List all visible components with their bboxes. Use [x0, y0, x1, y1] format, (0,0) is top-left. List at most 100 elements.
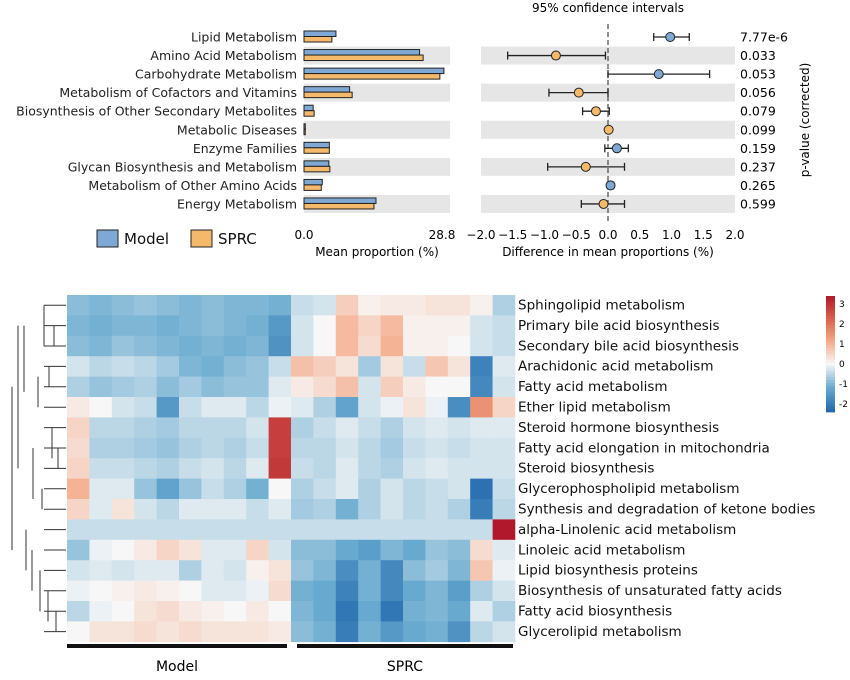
heatmap-row-label: Biosynthesis of unsaturated fatty acids: [518, 583, 782, 599]
heatmap-cell: [335, 356, 359, 377]
heatmap-cell: [268, 478, 292, 500]
heatmap-cell: [335, 458, 359, 479]
heatmap-cell: [380, 499, 404, 520]
heatmap-cell: [335, 560, 359, 581]
heatmap-cell: [291, 417, 314, 439]
x-axis-label: Mean proportion (%): [315, 245, 439, 259]
heatmap-cell: [201, 499, 225, 520]
heatmap-cell: [179, 519, 202, 541]
heatmap-cell: [156, 478, 180, 500]
heatmap-cell: [313, 315, 337, 337]
heatmap-cell: [447, 580, 471, 602]
heatmap-cell: [179, 335, 202, 357]
heatmap-cell: [111, 315, 135, 337]
x-tick-label: 2.0: [725, 228, 744, 242]
colorbar-segment: [826, 374, 835, 378]
heatmap-cell: [201, 356, 225, 377]
heatmap-cell: [67, 397, 90, 418]
heatmap-cell: [268, 295, 292, 316]
heatmap-cell: [268, 356, 292, 377]
heatmap-cell: [67, 315, 90, 337]
heatmap-cell: [358, 376, 381, 398]
heatmap-cell: [313, 478, 337, 500]
legend-swatch-model: [96, 229, 119, 248]
heatmap-cell: [403, 580, 426, 602]
colorbar-segment: [826, 371, 835, 375]
heatmap-cell: [291, 621, 314, 643]
colorbar-segment: [826, 301, 835, 306]
heatmap-cell: [447, 621, 471, 643]
heatmap-cell: [291, 601, 314, 622]
heatmap-cell: [425, 560, 449, 581]
heatmap-cell: [380, 478, 404, 500]
heatmap-cell: [156, 580, 180, 602]
heatmap-cell: [67, 478, 90, 500]
heatmap-cell: [425, 295, 449, 316]
heatmap-cell: [492, 356, 516, 377]
heatmap-cell: [134, 519, 157, 541]
heatmap-cell: [89, 539, 113, 561]
heatmap-cell: [134, 356, 157, 377]
heatmap-cell: [201, 315, 225, 337]
heatmap-cell: [403, 376, 426, 398]
heatmap-cell: [358, 478, 381, 500]
heatmap-cell: [403, 519, 426, 541]
heatmap-cell: [134, 315, 157, 337]
y-axis-label: p-value (corrected): [798, 63, 812, 178]
heatmap-cell: [67, 376, 90, 398]
bar-sprc: [303, 147, 330, 154]
colorbar-tick-label: 3: [839, 300, 845, 310]
heatmap-cell: [380, 601, 404, 622]
p-value-label: 0.599: [740, 196, 776, 211]
heatmap-cell: [380, 397, 404, 418]
heatmap-cell: [246, 499, 269, 520]
ci-point: [605, 180, 616, 191]
heatmap-cell: [67, 601, 90, 622]
heatmap-cell: [268, 580, 292, 602]
heatmap-cell: [358, 417, 381, 439]
heatmap-cell: [291, 519, 314, 541]
heatmap-cell: [156, 621, 180, 643]
heatmap-cell: [156, 417, 180, 439]
heatmap-cell: [403, 539, 426, 561]
heatmap-cell: [134, 580, 157, 602]
heatmap-cell: [67, 539, 90, 561]
heatmap-cell: [403, 458, 426, 479]
heatmap-row-label: Arachidonic acid metabolism: [518, 359, 713, 375]
heatmap-cell: [134, 397, 157, 418]
category-label: Biosynthesis of Other Secondary Metaboli…: [16, 104, 297, 119]
bar-model: [303, 86, 351, 93]
ci-point: [653, 69, 664, 80]
heatmap-cell: [425, 397, 449, 418]
heatmap-cell: [89, 356, 113, 377]
heatmap-cell: [201, 478, 225, 500]
category-label: Metabolism of Other Amino Acids: [88, 178, 297, 193]
heatmap-cell: [335, 580, 359, 602]
heatmap-cell: [492, 478, 516, 500]
heatmap-cell: [268, 539, 292, 561]
heatmap-row-label: Glycerophospholipid metabolism: [518, 481, 739, 497]
heatmap-cell: [403, 356, 426, 377]
bar-sprc: [303, 91, 353, 99]
heatmap-row-label: Lipid biosynthesis proteins: [518, 563, 698, 579]
colorbar-segment: [826, 368, 835, 372]
bar-sprc: [303, 36, 333, 43]
heatmap-cell: [335, 499, 359, 520]
colorbar-segment: [826, 339, 835, 343]
category-label: Metabolic Diseases: [177, 122, 297, 137]
heatmap-cell: [223, 356, 247, 377]
colorbar-segment: [826, 336, 835, 340]
heatmap-cell: [358, 315, 381, 337]
heatmap-cell: [223, 417, 247, 439]
heatmap-cell: [246, 315, 269, 337]
heatmap-cell: [246, 335, 269, 357]
heatmap-cell: [201, 417, 225, 439]
heatmap-cell: [425, 519, 449, 541]
heatmap-cell: [179, 437, 202, 459]
heatmap-cell: [291, 376, 314, 398]
heatmap-cell: [134, 601, 157, 622]
heatmap-cell: [179, 560, 202, 581]
heatmap-row-label: Fatty acid metabolism: [518, 379, 668, 395]
heatmap-cell: [358, 621, 381, 643]
colorbar-segment: [826, 394, 835, 398]
